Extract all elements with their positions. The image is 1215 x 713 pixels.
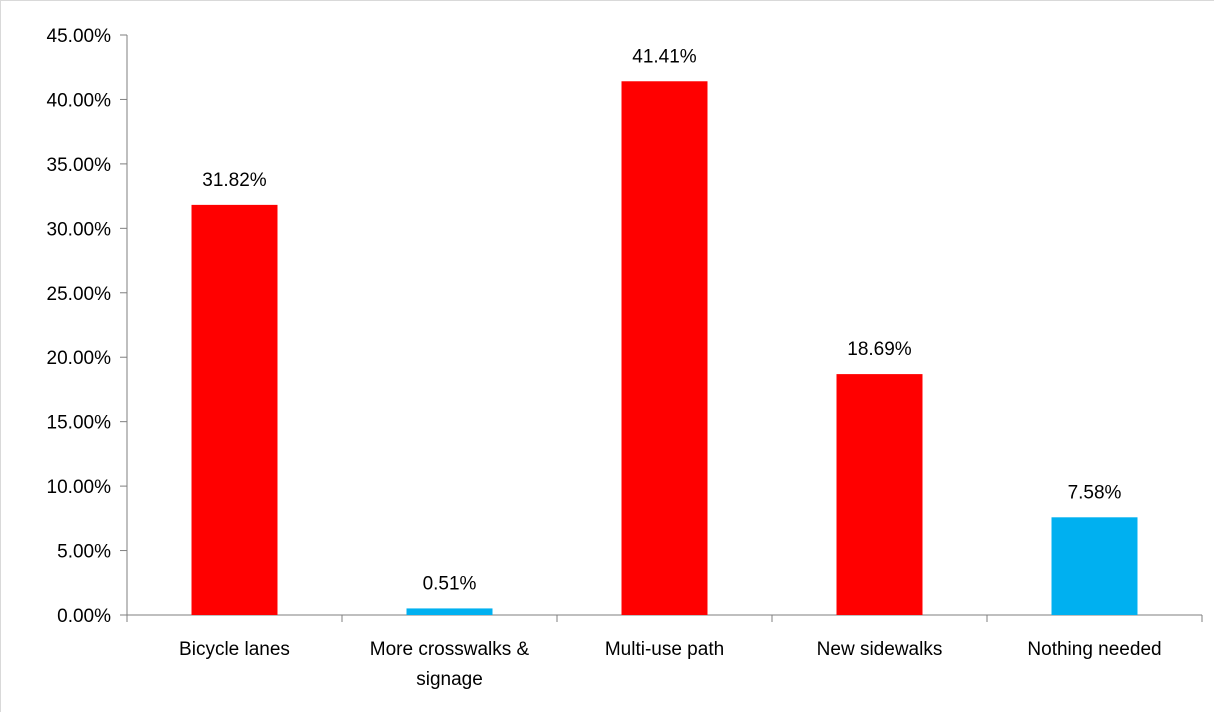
data-label: 7.58% — [1068, 482, 1122, 503]
category-label: Nothing needed — [1027, 639, 1161, 660]
y-tick-label: 0.00% — [57, 606, 111, 627]
bar — [406, 608, 493, 615]
bars — [191, 81, 1138, 615]
y-tick-label: 20.00% — [47, 348, 112, 369]
data-label: 18.69% — [847, 339, 912, 360]
y-tick-label: 45.00% — [47, 26, 112, 47]
category-label: Multi-use path — [605, 639, 724, 660]
bar — [621, 81, 708, 615]
data-labels: 31.82% 0.51% 41.41% 18.69% 7.58% — [202, 46, 1121, 594]
category-label: Bicycle lanes — [179, 639, 290, 660]
category-labels: Bicycle lanes More crosswalks & signage Mul… — [179, 639, 1162, 690]
category-label: New sidewalks — [817, 639, 943, 660]
bar — [1051, 517, 1138, 615]
category-label-line: New sidewalks — [817, 639, 943, 660]
y-tick-label: 35.00% — [47, 155, 112, 176]
bar — [191, 204, 278, 615]
category-label-line: Nothing needed — [1027, 639, 1161, 660]
category-label: More crosswalks & signage — [370, 639, 530, 690]
data-label: 0.51% — [423, 573, 477, 594]
data-label: 41.41% — [632, 46, 697, 67]
x-axis — [126, 614, 1203, 622]
data-label: 31.82% — [202, 170, 267, 191]
y-tick-label: 25.00% — [47, 284, 112, 305]
y-tick-label: 30.00% — [47, 219, 112, 240]
y-tick-label: 40.00% — [47, 90, 112, 111]
category-label-line: Bicycle lanes — [179, 639, 290, 660]
category-label-line: More crosswalks & — [370, 639, 530, 660]
bar — [836, 374, 923, 615]
y-axis: 0.00% 5.00% 10.00% 15.00% 20.00% 25.00% 30.00%… — [47, 26, 128, 627]
y-tick-label: 10.00% — [47, 477, 112, 498]
y-tick-label: 15.00% — [47, 413, 112, 434]
category-label-line: signage — [416, 669, 483, 690]
category-label-line: Multi-use path — [605, 639, 724, 660]
y-tick-label: 5.00% — [57, 542, 111, 563]
